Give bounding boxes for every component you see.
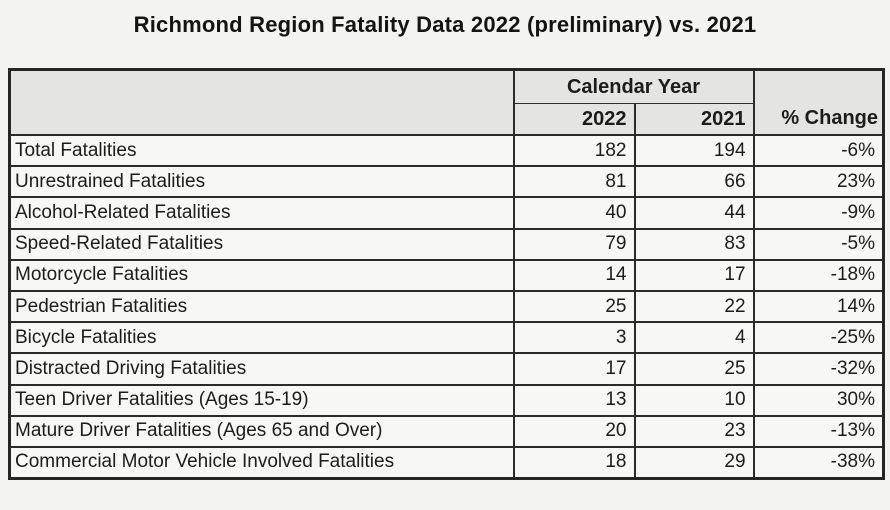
value-2021-cell: 17 (633, 258, 755, 292)
table-row: Motorcycle Fatalities 14 17 -18% (8, 258, 885, 292)
calendar-year-group-header: Calendar Year (512, 68, 755, 104)
value-2022-cell: 81 (512, 165, 636, 199)
value-2021-cell: 10 (633, 383, 755, 417)
row-label-cell: Distracted Driving Fatalities (8, 352, 515, 386)
pct-change-cell: 14% (752, 289, 885, 324)
row-label-cell: Pedestrian Fatalities (8, 289, 515, 324)
value-2021-cell: 23 (633, 414, 755, 448)
fatality-data-table: Calendar Year % Change 2022 2021 Total F… (8, 68, 886, 481)
pct-change-cell: -9% (752, 196, 885, 230)
value-2022-cell: 13 (512, 383, 636, 417)
page-title: Richmond Region Fatality Data 2022 (prel… (133, 12, 757, 37)
table-row: Distracted Driving Fatalities 17 25 -32% (8, 352, 885, 386)
table-row: Mature Driver Fatalities (Ages 65 and Ov… (8, 414, 885, 448)
table-body: Total Fatalities 182 194 -6% Unrestraine… (8, 133, 885, 480)
value-2021-cell: 4 (633, 321, 755, 355)
value-2022-cell: 182 (512, 133, 636, 168)
value-2021-cell: 29 (633, 445, 755, 480)
value-2022-cell: 79 (512, 227, 636, 261)
pct-change-header: % Change (752, 68, 885, 136)
pct-change-cell: 23% (752, 165, 885, 199)
pct-change-cell: -38% (752, 445, 885, 480)
value-2022-cell: 20 (512, 414, 636, 448)
pct-change-cell: -18% (752, 258, 885, 292)
table-row: Alcohol-Related Fatalities 40 44 -9% (8, 196, 885, 230)
pct-change-cell: -32% (752, 352, 885, 386)
value-2022-cell: 14 (512, 258, 636, 292)
table-header: Calendar Year % Change 2022 2021 (8, 68, 885, 136)
pct-change-cell: 30% (752, 383, 885, 417)
row-label-cell: Mature Driver Fatalities (Ages 65 and Ov… (8, 414, 515, 448)
value-2022-cell: 40 (512, 196, 636, 230)
row-label-cell: Bicycle Fatalities (8, 321, 515, 355)
pct-change-cell: -25% (752, 321, 885, 355)
table-row: Commercial Motor Vehicle Involved Fatali… (8, 445, 885, 480)
value-2021-cell: 22 (633, 289, 755, 324)
row-label-cell: Teen Driver Fatalities (Ages 15-19) (8, 383, 515, 417)
value-2021-cell: 66 (633, 165, 755, 199)
year-2022-header: 2022 (512, 103, 636, 136)
table-row: Teen Driver Fatalities (Ages 15-19) 13 1… (8, 383, 885, 417)
row-label-cell: Total Fatalities (8, 133, 515, 168)
pct-change-cell: -6% (752, 133, 885, 168)
pct-change-cell: -5% (752, 227, 885, 261)
value-2021-cell: 194 (633, 133, 755, 168)
row-label-cell: Speed-Related Fatalities (8, 227, 515, 261)
table-row: Bicycle Fatalities 3 4 -25% (8, 321, 885, 355)
value-2021-cell: 83 (633, 227, 755, 261)
value-2021-cell: 25 (633, 352, 755, 386)
year-2021-header: 2021 (633, 103, 755, 136)
row-label-cell: Alcohol-Related Fatalities (8, 196, 515, 230)
value-2022-cell: 3 (512, 321, 636, 355)
value-2022-cell: 25 (512, 289, 636, 324)
row-label-cell: Unrestrained Fatalities (8, 165, 515, 199)
pct-change-cell: -13% (752, 414, 885, 448)
row-label-cell: Commercial Motor Vehicle Involved Fatali… (8, 445, 515, 480)
corner-empty-cell (8, 68, 515, 136)
table-row: Speed-Related Fatalities 79 83 -5% (8, 227, 885, 261)
row-label-cell: Motorcycle Fatalities (8, 258, 515, 292)
table-row: Total Fatalities 182 194 -6% (8, 133, 885, 168)
value-2021-cell: 44 (633, 196, 755, 230)
value-2022-cell: 18 (512, 445, 636, 480)
table-row: Unrestrained Fatalities 81 66 23% (8, 165, 885, 199)
table-row: Pedestrian Fatalities 25 22 14% (8, 289, 885, 324)
value-2022-cell: 17 (512, 352, 636, 386)
